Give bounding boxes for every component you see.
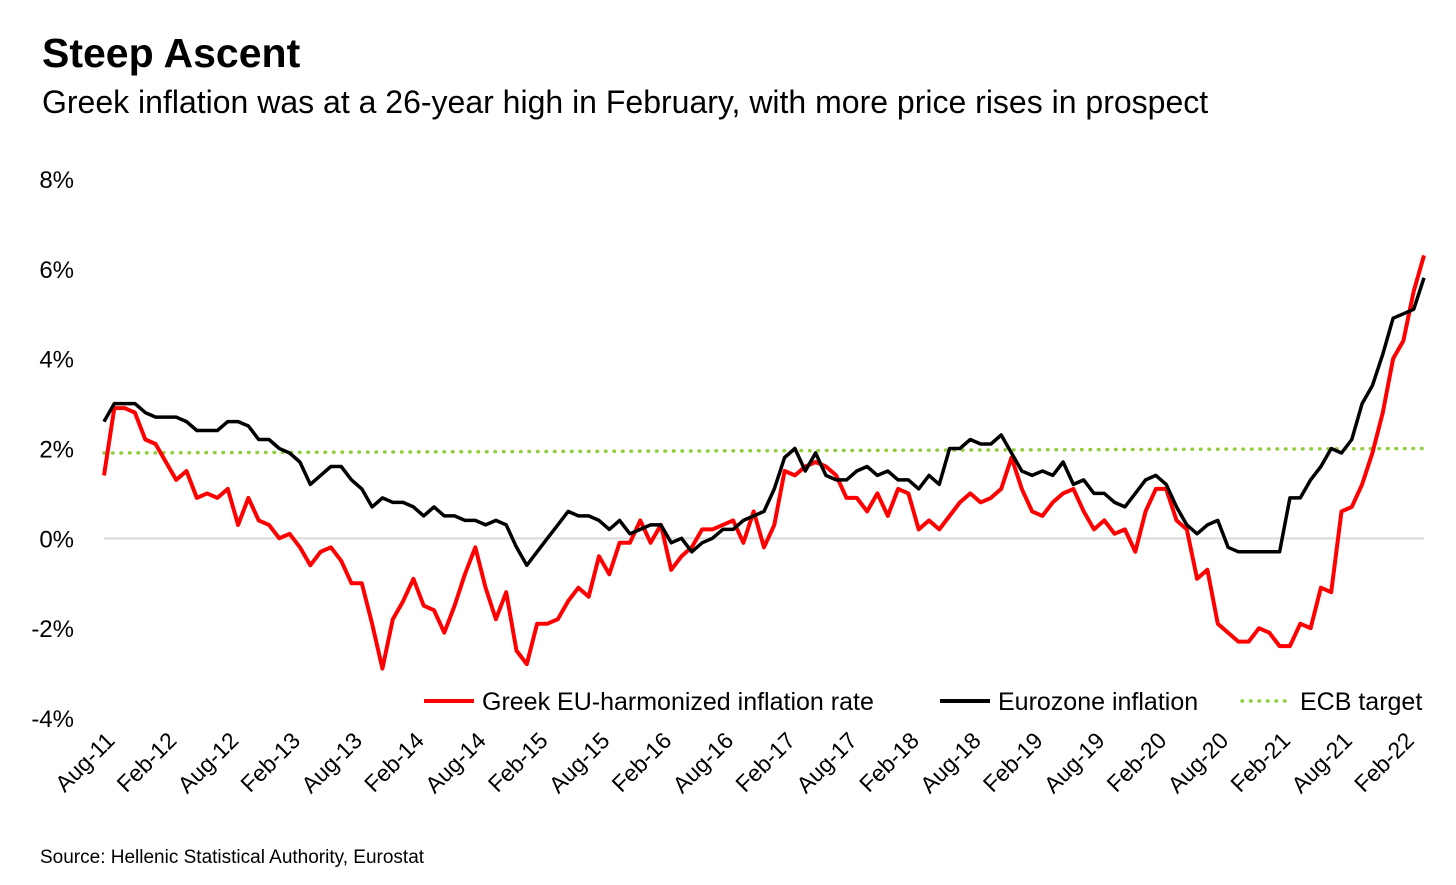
x-tick-label: Aug-16 xyxy=(667,727,738,798)
y-tick-label: -2% xyxy=(31,616,74,643)
x-tick-label: Feb-17 xyxy=(730,727,800,797)
x-tick-label: Aug-18 xyxy=(915,727,986,798)
source-note: Source: Hellenic Statistical Authority, … xyxy=(40,847,425,868)
series-line-2 xyxy=(102,446,1426,455)
x-tick-label: Feb-15 xyxy=(483,727,553,797)
x-tick-label: Feb-16 xyxy=(606,727,676,797)
legend: Greek EU-harmonized inflation rate Eurozo… xyxy=(424,688,1422,716)
legend-label-1: Eurozone inflation xyxy=(998,688,1198,716)
y-tick-label: 6% xyxy=(39,257,74,284)
legend-label-2: ECB target xyxy=(1300,688,1422,716)
y-tick-label: 8% xyxy=(39,167,74,194)
y-axis: -4% -2% 0% 2% 4% 6% 8% xyxy=(31,167,74,733)
y-tick-label: 2% xyxy=(39,437,74,464)
x-tick-label: Aug-20 xyxy=(1162,727,1233,798)
series-group xyxy=(102,254,1426,671)
x-tick-label: Aug-21 xyxy=(1286,727,1357,798)
x-tick-label: Feb-21 xyxy=(1225,727,1295,797)
x-tick-label: Feb-12 xyxy=(111,727,181,797)
x-tick-label: Feb-13 xyxy=(235,727,305,797)
x-tick-label: Feb-14 xyxy=(359,727,429,797)
x-tick-label: Feb-22 xyxy=(1349,727,1419,797)
x-tick-label: Feb-20 xyxy=(1101,727,1171,797)
y-tick-label: -4% xyxy=(31,706,74,733)
x-axis: Aug-11Feb-12Aug-12Feb-13Aug-13Feb-14Aug-… xyxy=(50,727,1419,798)
y-tick-label: 0% xyxy=(39,526,74,553)
x-tick-label: Aug-17 xyxy=(791,727,862,798)
y-tick-label: 4% xyxy=(39,347,74,374)
x-tick-label: Aug-12 xyxy=(172,727,243,798)
x-tick-label: Feb-19 xyxy=(978,727,1048,797)
x-tick-label: Aug-19 xyxy=(1039,727,1110,798)
x-tick-label: Aug-11 xyxy=(50,727,120,797)
x-tick-label: Aug-15 xyxy=(544,727,615,798)
x-tick-label: Aug-13 xyxy=(296,727,367,798)
x-tick-label: Aug-14 xyxy=(420,727,491,798)
chart-title: Steep Ascent xyxy=(42,30,301,76)
series-line-0 xyxy=(102,254,1426,671)
series-line-1 xyxy=(102,277,1426,568)
legend-label-0: Greek EU-harmonized inflation rate xyxy=(482,688,874,716)
chart-subtitle: Greek inflation was at a 26-year high in… xyxy=(42,84,1209,120)
x-tick-label: Feb-18 xyxy=(854,727,924,797)
